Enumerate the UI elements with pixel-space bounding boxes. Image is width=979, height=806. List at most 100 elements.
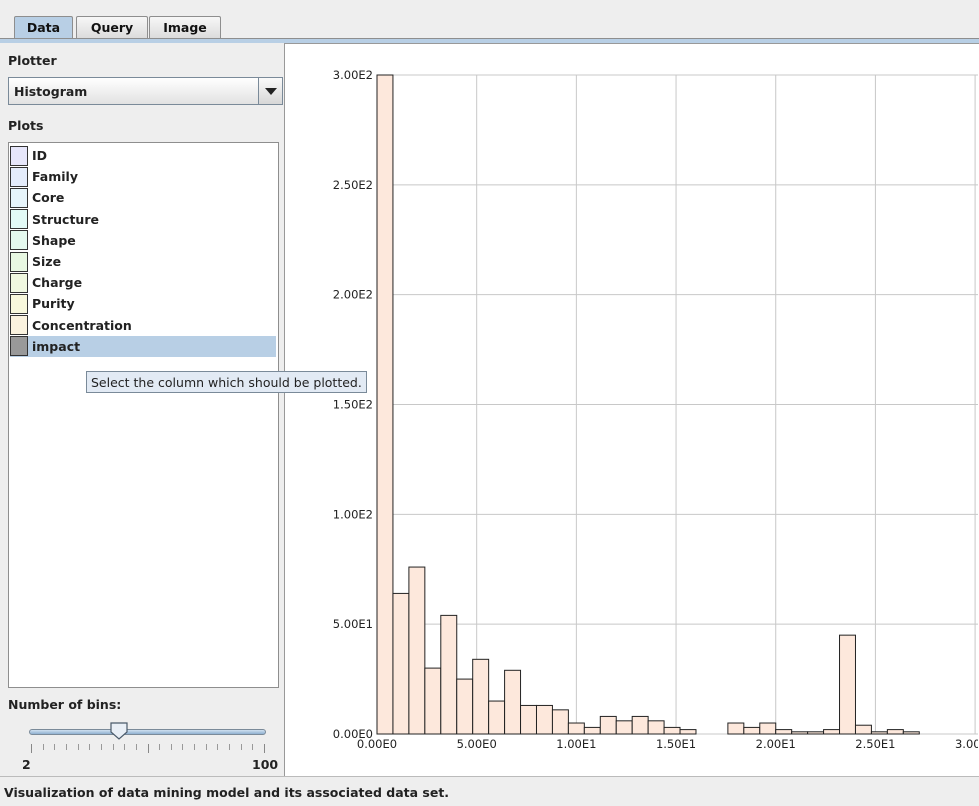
tooltip: Select the column which should be plotte… bbox=[86, 371, 367, 393]
slider-tick bbox=[112, 744, 114, 750]
slider-tick bbox=[31, 744, 32, 753]
color-swatch-icon bbox=[10, 230, 28, 251]
x-tick-label: 1.00E1 bbox=[556, 737, 596, 751]
histogram-bar bbox=[376, 74, 394, 735]
plot-item-label: impact bbox=[32, 338, 81, 354]
plot-item-label: Charge bbox=[32, 275, 83, 291]
plots-label: Plots bbox=[8, 118, 44, 133]
y-tick-label: 3.00E2 bbox=[333, 68, 373, 82]
chevron-down-icon[interactable] bbox=[258, 78, 282, 104]
histogram-bar bbox=[424, 667, 442, 735]
slider-tick bbox=[42, 744, 44, 750]
color-swatch-icon bbox=[10, 272, 28, 293]
histogram-bar bbox=[663, 726, 681, 735]
histogram-bar bbox=[807, 731, 825, 735]
bins-slider-thumb[interactable] bbox=[109, 721, 129, 741]
histogram-bar bbox=[440, 614, 458, 735]
plot-item-charge[interactable]: Charge bbox=[10, 272, 276, 293]
plot-item-id[interactable]: ID bbox=[10, 145, 276, 166]
x-tick-label: 3.00E1 bbox=[955, 737, 978, 751]
bins-label: Number of bins: bbox=[8, 697, 122, 712]
y-tick-label: 5.00E1 bbox=[333, 617, 373, 631]
plot-item-label: Concentration bbox=[32, 317, 132, 333]
plot-item-label: Family bbox=[32, 169, 78, 185]
histogram-bar bbox=[615, 720, 633, 735]
color-swatch-icon bbox=[10, 315, 28, 336]
histogram-bar bbox=[727, 722, 745, 735]
plot-item-label: Shape bbox=[32, 232, 76, 248]
color-swatch-icon bbox=[10, 166, 28, 187]
color-swatch-icon bbox=[10, 251, 28, 272]
histogram-bar bbox=[743, 726, 761, 735]
plot-item-label: Structure bbox=[32, 211, 99, 227]
histogram-bar bbox=[488, 700, 506, 735]
plotter-label: Plotter bbox=[8, 53, 57, 68]
histogram-panel: 0.00E0 5.00E1 1.00E2 1.50E2 2.00E2 2.50E2 3.00… bbox=[284, 43, 979, 776]
color-swatch-icon bbox=[10, 145, 28, 166]
left-panel: Plotter Histogram Plots bbox=[8, 43, 284, 775]
plot-item-size[interactable]: Size bbox=[10, 251, 276, 272]
plotter-select[interactable]: Histogram bbox=[8, 77, 283, 105]
color-swatch-icon bbox=[10, 293, 28, 314]
plot-item-purity[interactable]: Purity bbox=[10, 293, 276, 314]
histogram-chart: 0.00E0 5.00E1 1.00E2 1.50E2 2.00E2 2.50E2 3.00… bbox=[333, 68, 979, 751]
status-bar: Visualization of data mining model and i… bbox=[0, 776, 979, 806]
tab-data[interactable]: Data bbox=[14, 16, 73, 38]
slider-tick bbox=[229, 744, 231, 750]
histogram-bar bbox=[567, 722, 585, 735]
histogram-bar bbox=[520, 704, 537, 735]
plot-item-label: Core bbox=[32, 190, 65, 206]
color-swatch-icon bbox=[10, 187, 28, 208]
histogram-bar bbox=[886, 729, 904, 735]
y-tick-label: 2.00E2 bbox=[333, 288, 373, 302]
tab-image[interactable]: Image bbox=[149, 16, 221, 38]
slider-tick bbox=[77, 744, 79, 750]
slider-tick bbox=[135, 744, 137, 750]
histogram-bar bbox=[631, 715, 649, 735]
histogram-bar bbox=[854, 724, 872, 735]
y-tick-label: 2.50E2 bbox=[333, 178, 373, 192]
tab-query[interactable]: Query bbox=[76, 16, 148, 38]
y-tick-label: 0.00E0 bbox=[333, 727, 373, 741]
slider-tick bbox=[194, 744, 196, 750]
histogram-bar bbox=[456, 678, 474, 735]
histogram-bar bbox=[791, 731, 809, 735]
histogram-bar bbox=[839, 634, 856, 735]
tab-bar: Data Query Image bbox=[0, 0, 979, 43]
x-tick-label: 0.00E0 bbox=[357, 737, 397, 751]
y-tick-label: 1.50E2 bbox=[333, 398, 373, 412]
plot-item-label: Size bbox=[32, 254, 62, 269]
plot-item-structure[interactable]: Structure bbox=[10, 209, 276, 230]
plot-item-concentration[interactable]: Concentration bbox=[10, 315, 276, 336]
plot-item-family[interactable]: Family bbox=[10, 166, 276, 187]
histogram-bar bbox=[823, 729, 841, 735]
plot-item-shape[interactable]: Shape bbox=[10, 230, 276, 251]
slider-tick bbox=[54, 744, 56, 750]
plotter-select-value: Histogram bbox=[14, 84, 88, 99]
slider-tick bbox=[159, 744, 161, 750]
slider-tick bbox=[205, 744, 207, 750]
histogram-bar bbox=[647, 720, 665, 735]
x-tick-label: 2.00E1 bbox=[756, 737, 796, 751]
x-tick-label: 2.50E1 bbox=[855, 737, 895, 751]
status-text: Visualization of data mining model and i… bbox=[4, 785, 450, 800]
plot-item-label: Purity bbox=[32, 296, 75, 312]
bins-slider-track[interactable] bbox=[29, 729, 266, 735]
slider-tick bbox=[240, 744, 242, 750]
plot-item-core[interactable]: Core bbox=[10, 187, 276, 208]
plot-item-impact[interactable]: impact bbox=[10, 335, 276, 357]
histogram-bar bbox=[870, 731, 888, 735]
histogram-bar bbox=[504, 669, 522, 735]
bins-max-label: 100 bbox=[252, 757, 279, 772]
slider-tick bbox=[217, 744, 219, 750]
plot-item-label: ID bbox=[32, 148, 48, 163]
x-tick-label: 5.00E0 bbox=[457, 737, 497, 751]
histogram-bar bbox=[551, 709, 569, 735]
slider-tick bbox=[89, 744, 91, 750]
slider-tick bbox=[252, 744, 254, 750]
plots-list[interactable]: ID Family Core Structure Shape Size Charge Puri… bbox=[8, 142, 279, 688]
histogram-bar bbox=[472, 658, 490, 735]
histogram-bar bbox=[535, 704, 553, 735]
histogram-bar bbox=[392, 592, 410, 735]
x-tick-label: 1.50E1 bbox=[656, 737, 696, 751]
